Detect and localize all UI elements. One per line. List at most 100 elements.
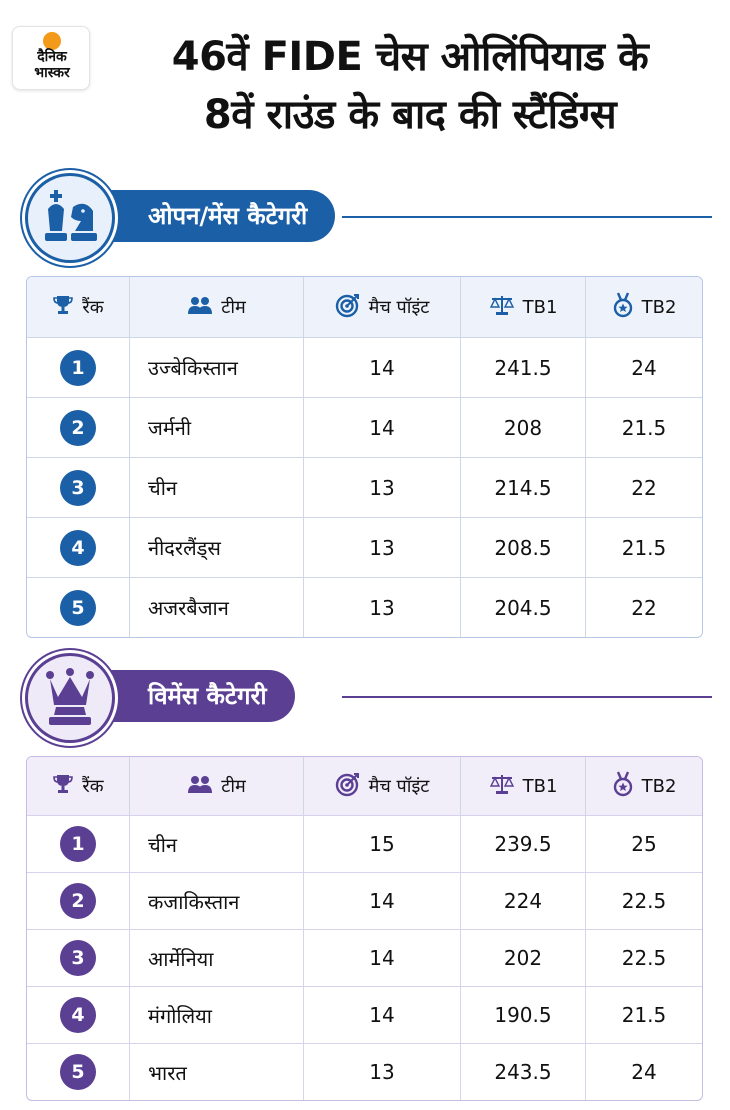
match-points: 13 xyxy=(303,578,460,637)
title-line-2: 8वें राउंड के बाद की स्टैंडिंग्स xyxy=(203,92,617,138)
tb2-value: 22 xyxy=(585,458,702,517)
team-name: कजाकिस्तान xyxy=(129,873,303,929)
trophy-icon xyxy=(52,773,74,800)
tb2-value: 22.5 xyxy=(585,873,702,929)
open-standings-table: रैंक टीम मैच पॉइंट TB1 TB2 1 xyxy=(26,276,703,638)
table-row: 3 आर्मेनिया 14 202 22.5 xyxy=(27,929,702,986)
header-tb1-label: TB1 xyxy=(522,775,558,797)
team-name: आर्मेनिया xyxy=(129,930,303,986)
target-icon xyxy=(335,292,361,323)
team-name: चीन xyxy=(129,458,303,517)
open-category-label: ओपन/मेंस कैटेगरी xyxy=(82,190,336,242)
tb2-value: 22 xyxy=(585,578,702,637)
table-row: 4 नीदरलैंड्स 13 208.5 21.5 xyxy=(27,517,702,577)
header-tb1: TB1 xyxy=(460,757,585,815)
scale-icon xyxy=(489,773,515,800)
open-badge xyxy=(22,170,118,266)
tb1-value: 243.5 xyxy=(460,1044,585,1100)
team-name: अजरबैजान xyxy=(129,578,303,637)
medal-icon xyxy=(612,292,634,323)
header-rank: रैंक xyxy=(27,757,129,815)
team-name: मंगोलिया xyxy=(129,987,303,1043)
team-name: जर्मनी xyxy=(129,398,303,457)
rank-badge: 4 xyxy=(60,529,96,566)
header-team-label: टीम xyxy=(221,297,246,318)
tb1-value: 202 xyxy=(460,930,585,986)
rank-badge: 2 xyxy=(60,883,96,919)
match-points: 13 xyxy=(303,458,460,517)
tb1-value: 214.5 xyxy=(460,458,585,517)
table-row: 1 चीन 15 239.5 25 xyxy=(27,815,702,872)
dainik-bhaskar-logo: दैनिक भास्कर xyxy=(12,26,90,90)
rank-badge: 3 xyxy=(60,940,96,976)
team-name: नीदरलैंड्स xyxy=(129,518,303,577)
tb1-value: 204.5 xyxy=(460,578,585,637)
tb2-value: 21.5 xyxy=(585,987,702,1043)
tb1-value: 239.5 xyxy=(460,816,585,872)
tb2-value: 21.5 xyxy=(585,398,702,457)
header-team: टीम xyxy=(129,277,303,337)
match-points: 14 xyxy=(303,338,460,397)
tb2-value: 21.5 xyxy=(585,518,702,577)
tb2-value: 24 xyxy=(585,338,702,397)
women-header-line xyxy=(342,696,712,698)
target-icon xyxy=(335,771,361,802)
table-row: 2 जर्मनी 14 208 21.5 xyxy=(27,397,702,457)
women-badge xyxy=(22,650,118,746)
header-points-label: मैच पॉइंट xyxy=(368,776,430,797)
table-row: 1 उज्बेकिस्तान 14 241.5 24 xyxy=(27,337,702,397)
rank-badge: 5 xyxy=(60,1054,96,1090)
header-tb2: TB2 xyxy=(585,277,702,337)
scale-icon xyxy=(489,294,515,321)
header-team: टीम xyxy=(129,757,303,815)
team-name: भारत xyxy=(129,1044,303,1100)
team-icon xyxy=(187,774,213,799)
open-section-header: ओपन/मेंस कैटेगरी xyxy=(22,170,712,266)
header-rank-label: रैंक xyxy=(82,776,104,797)
medal-icon xyxy=(612,771,634,802)
rank-badge: 2 xyxy=(60,409,96,446)
table-row: 5 अजरबैजान 13 204.5 22 xyxy=(27,577,702,637)
header-points: मैच पॉइंट xyxy=(303,757,460,815)
trophy-icon xyxy=(52,294,74,321)
tb1-value: 241.5 xyxy=(460,338,585,397)
table-row: 4 मंगोलिया 14 190.5 21.5 xyxy=(27,986,702,1043)
tb1-value: 224 xyxy=(460,873,585,929)
open-header-line xyxy=(342,216,712,218)
match-points: 14 xyxy=(303,930,460,986)
rank-badge: 1 xyxy=(60,349,96,386)
header-tb1-label: TB1 xyxy=(522,296,558,318)
tb1-value: 190.5 xyxy=(460,987,585,1043)
header-tb2-label: TB2 xyxy=(641,296,677,318)
women-section-header: विमेंस कैटेगरी xyxy=(22,650,712,746)
header-tb1: TB1 xyxy=(460,277,585,337)
table-row: 2 कजाकिस्तान 14 224 22.5 xyxy=(27,872,702,929)
table-header-row: रैंक टीम मैच पॉइंट TB1 TB2 xyxy=(27,757,702,815)
page-title: 46वें FIDE चेस ओलिंपियाड के 8वें राउंड क… xyxy=(100,28,720,144)
match-points: 15 xyxy=(303,816,460,872)
logo-line-1: दैनिक xyxy=(37,49,67,65)
tb1-value: 208.5 xyxy=(460,518,585,577)
tb2-value: 22.5 xyxy=(585,930,702,986)
king-knight-icon xyxy=(28,176,112,260)
queen-icon xyxy=(28,656,112,740)
header-points-label: मैच पॉइंट xyxy=(368,297,430,318)
header-tb2-label: TB2 xyxy=(641,775,677,797)
rank-badge: 4 xyxy=(60,997,96,1033)
logo-line-2: भास्कर xyxy=(34,65,70,81)
match-points: 14 xyxy=(303,398,460,457)
table-row: 5 भारत 13 243.5 24 xyxy=(27,1043,702,1100)
header-points: मैच पॉइंट xyxy=(303,277,460,337)
tb1-value: 208 xyxy=(460,398,585,457)
team-name: चीन xyxy=(129,816,303,872)
sun-icon xyxy=(43,32,61,50)
team-icon xyxy=(187,295,213,320)
tb2-value: 25 xyxy=(585,816,702,872)
match-points: 13 xyxy=(303,518,460,577)
table-header-row: रैंक टीम मैच पॉइंट TB1 TB2 xyxy=(27,277,702,337)
rank-badge: 3 xyxy=(60,469,96,506)
header-rank-label: रैंक xyxy=(82,297,104,318)
rank-badge: 1 xyxy=(60,826,96,862)
match-points: 14 xyxy=(303,873,460,929)
header-tb2: TB2 xyxy=(585,757,702,815)
